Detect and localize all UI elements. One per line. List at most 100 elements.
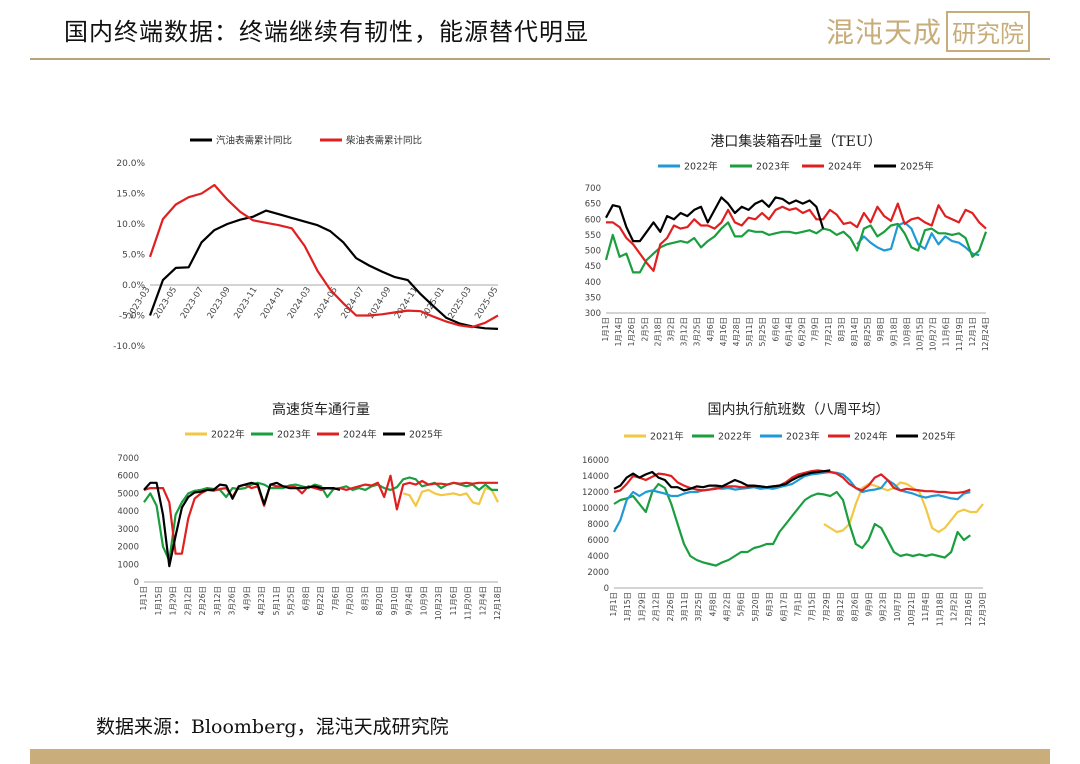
x-tick-label: 3月12日 <box>680 317 689 346</box>
y-tick-label: 4000 <box>117 507 139 517</box>
x-tick-label: 4月23日 <box>257 586 266 615</box>
y-tick-label: 2000 <box>587 568 609 578</box>
series-line-1-seg0 <box>613 482 971 567</box>
series-line-1-seg0 <box>604 221 988 274</box>
series-line-0-seg0 <box>148 209 499 330</box>
chart-highway-truck-traffic: 高速货车通行量 2022年 2023年 2024年 2025年 0 1000 2000 3000… <box>117 401 502 620</box>
series-line-1-seg0 <box>148 183 499 329</box>
x-tick-label: 6月8日 <box>301 586 310 611</box>
x-tick-label: 4月16日 <box>719 317 728 346</box>
y-tick-label: 450 <box>585 262 601 272</box>
y-tick-label: 550 <box>585 231 601 241</box>
x-tick-label: 10月15日 <box>915 317 924 351</box>
x-tick-label: 6月3日 <box>765 592 774 617</box>
x-tick-label: 5月11日 <box>272 586 281 615</box>
series-line-0-seg0 <box>856 221 980 257</box>
legend-label-1: 2023年 <box>277 429 311 441</box>
chart-fuel-demand-yoy: 汽油表需累计同比 柴油表需累计同比 -10.0% -5.0% 0.0% 5.0% 10.0%… <box>113 135 500 353</box>
x-tick-label: 6月6日 <box>771 317 780 342</box>
x-tick-label: 2024-01 <box>259 285 286 320</box>
series-line-0-seg0 <box>402 487 499 507</box>
y-tick-label: 5000 <box>117 489 139 499</box>
y-tick-label: 7000 <box>117 454 139 464</box>
chart-title: 国内执行航班数（八周平均） <box>708 402 890 418</box>
x-tick-label: 12月18日 <box>493 586 502 620</box>
y-tick-label: 15.0% <box>116 190 145 200</box>
x-tick-label: 6月17日 <box>779 592 788 621</box>
x-tick-label: 9月24日 <box>405 586 414 615</box>
x-tick-label: 10月8日 <box>902 317 911 346</box>
x-tick-label: 4月6日 <box>706 317 715 342</box>
chart-title: 高速货车通行量 <box>272 401 370 418</box>
x-tick-label: 1月15日 <box>623 592 632 621</box>
x-tick-label: 3月11日 <box>680 592 689 621</box>
footer-bar <box>30 749 1050 764</box>
x-tick-label: 11月18日 <box>935 592 944 626</box>
x-tick-label: 7月20日 <box>346 586 355 615</box>
chart-port-container-throughput: 港口集装箱吞吐量（TEU） 2022年 2023年 2024年 2025年 300 350 4… <box>585 133 990 351</box>
x-tick-label: 2月12日 <box>183 586 192 615</box>
y-tick-label: 8000 <box>587 520 609 530</box>
y-tick-label: 400 <box>585 278 601 288</box>
x-tick-label: 5月25日 <box>758 317 767 346</box>
x-tick-label: 6月22日 <box>316 586 325 615</box>
legend-label-0: 2021年 <box>650 431 684 443</box>
x-tick-label: 10月9日 <box>419 586 428 615</box>
legend-label-1: 2022年 <box>718 431 752 443</box>
x-tick-label: 1月29日 <box>637 592 646 621</box>
legend-label-3: 2025年 <box>900 161 934 173</box>
legend-label-0: 汽油表需累计同比 <box>216 135 292 147</box>
y-tick-label: 0 <box>604 584 609 594</box>
series-line-2-seg0 <box>613 470 971 533</box>
y-tick-label: 700 <box>585 184 601 194</box>
x-tick-label: 2023-05 <box>152 285 179 320</box>
legend-label-3: 2024年 <box>854 431 888 443</box>
x-tick-label: 1月1日 <box>139 586 148 611</box>
x-tick-label: 11月20日 <box>464 586 473 620</box>
y-tick-label: 6000 <box>587 536 609 546</box>
x-tick-label: 12月4日 <box>478 586 487 615</box>
y-tick-label: 3000 <box>117 525 139 535</box>
x-tick-label: 7月1日 <box>794 592 803 617</box>
legend-label-0: 2022年 <box>211 429 245 441</box>
x-tick-label: 5月6日 <box>737 592 746 617</box>
x-tick-label: 6月29日 <box>798 317 807 346</box>
y-tick-label: -5.0% <box>119 312 146 322</box>
y-tick-label: 300 <box>585 309 601 319</box>
x-tick-label: 3月25日 <box>694 592 703 621</box>
x-tick-label: 7月6日 <box>331 586 340 611</box>
y-tick-label: 600 <box>585 215 601 225</box>
data-source-note: 数据来源：Bloomberg，混沌天成研究院 <box>96 716 449 738</box>
x-tick-label: 8月14日 <box>850 317 859 346</box>
series-line-1-seg0 <box>143 476 498 562</box>
logo-boxed-text: 研究院 <box>946 10 1031 52</box>
legend-label-1: 柴油表需累计同比 <box>346 135 422 147</box>
x-tick-label: 8月26日 <box>850 592 859 621</box>
x-tick-label: 6月14日 <box>784 317 793 346</box>
x-tick-label: 7月21日 <box>824 317 833 346</box>
legend-label-4: 2025年 <box>922 431 956 443</box>
x-tick-label: 12月2日 <box>950 592 959 621</box>
y-tick-label: 650 <box>585 200 601 210</box>
y-tick-label: 6000 <box>117 472 139 482</box>
y-tick-label: 10.0% <box>116 220 145 230</box>
x-tick-label: 9月9日 <box>864 592 873 617</box>
x-tick-label: 7月29日 <box>822 592 831 621</box>
y-tick-label: 12000 <box>582 488 609 498</box>
x-tick-label: 2月5日 <box>640 317 649 342</box>
x-tick-label: 11月6日 <box>942 317 951 346</box>
y-tick-label: 14000 <box>582 472 609 482</box>
x-tick-label: 4月28日 <box>732 317 741 346</box>
x-tick-label: 12月1日 <box>968 317 977 346</box>
y-tick-label: 2000 <box>117 543 139 553</box>
x-tick-label: 5月20日 <box>751 592 760 621</box>
y-tick-label: 1000 <box>117 560 139 570</box>
legend-label-2: 2024年 <box>343 429 377 441</box>
x-tick-label: 2023-11 <box>232 285 259 320</box>
y-tick-label: 10000 <box>582 504 609 514</box>
series-line-3-seg0 <box>605 196 825 243</box>
x-tick-label: 10月27日 <box>929 317 938 351</box>
x-tick-label: 2025-03 <box>446 285 473 320</box>
series-line-0-seg0 <box>823 481 984 534</box>
x-tick-label: 11月19日 <box>955 317 964 351</box>
